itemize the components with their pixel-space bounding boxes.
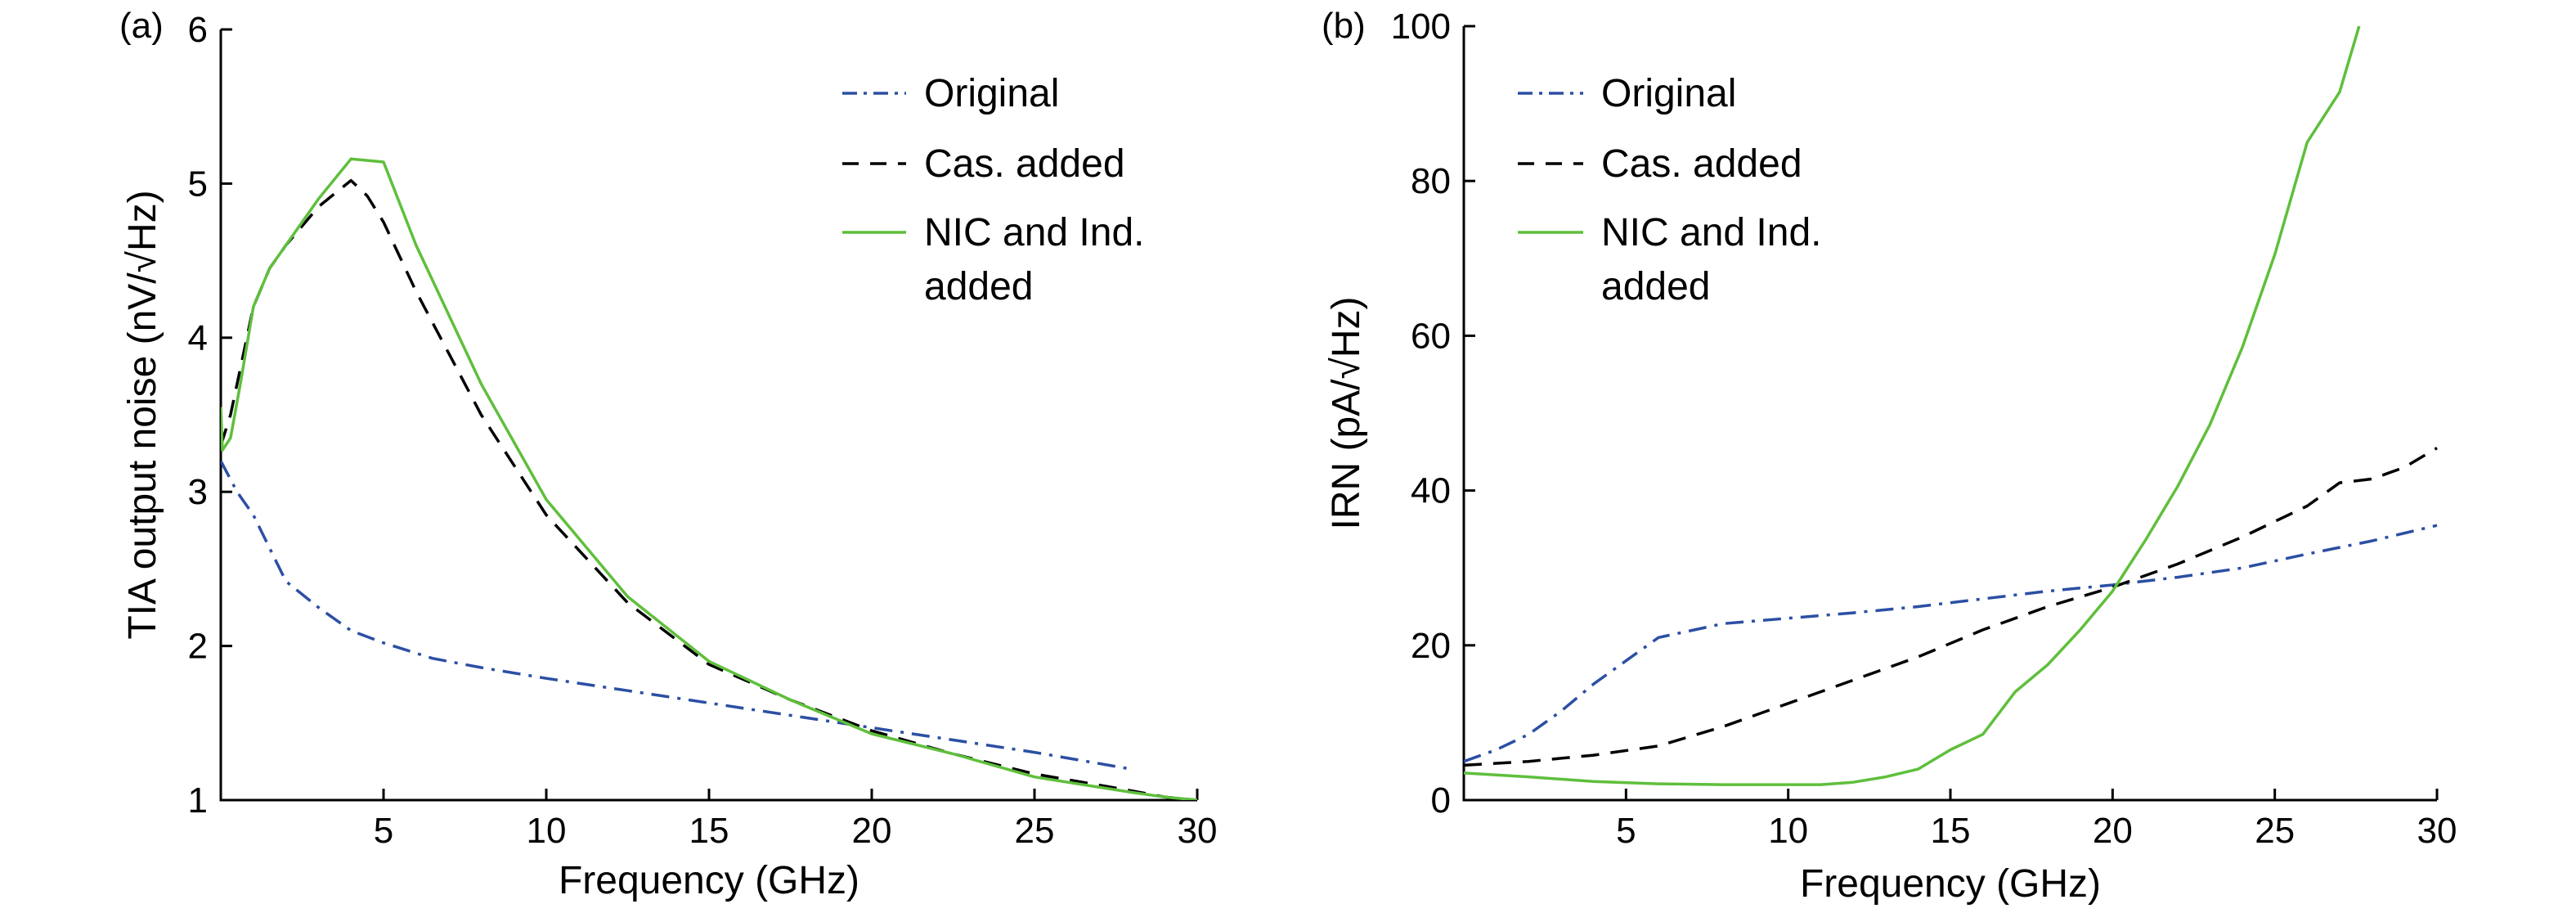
y-tick-label: 60: [1411, 316, 1451, 356]
y-tick-label: 100: [1391, 7, 1451, 47]
y-tick-label: 80: [1411, 161, 1451, 201]
x-tick-label: 20: [852, 811, 892, 851]
panel-b-chart: (b) 5 10 15 20 25 30 0 20 40 60 80 100 Frequency (G…: [1322, 6, 2457, 906]
series-line-nic-and-ind-added: [221, 157, 1198, 800]
panel-b-y-axis-label: IRN (pA/√Hz): [1325, 296, 1368, 529]
y-tick-label: 2: [188, 627, 208, 667]
y-tick-label: 4: [188, 318, 208, 358]
x-tick-label: 25: [1015, 811, 1055, 851]
x-tick-label: 10: [527, 811, 567, 851]
x-tick-label: 25: [2255, 811, 2295, 851]
series-line-cas-added: [221, 178, 1198, 800]
x-tick-label: 15: [689, 811, 729, 851]
panel-b-tag: (b): [1322, 6, 1366, 46]
legend-label-nic-ind-added: NIC and Ind. added: [924, 211, 1144, 308]
series-line-cas-added: [1464, 447, 2438, 767]
series-line-original: [1464, 524, 2438, 763]
panel-b-ticks: 5 10 15 20 25 30 0 20 40 60 80 100: [1391, 7, 2457, 851]
legend-label-cas-added: Cas. added: [1601, 142, 1802, 186]
panel-a-chart: (a) 5 10 15 20 25 30 1 2 3 4 5 6 Frequency (GHz) TI…: [119, 6, 1217, 902]
legend-label-original: Original: [924, 72, 1059, 115]
panel-a-tag: (a): [119, 6, 164, 46]
x-tick-label: 5: [374, 811, 393, 851]
x-tick-label: 10: [1768, 811, 1808, 851]
series-line-nic-and-ind-added: [1464, 25, 2361, 786]
y-tick-label: 20: [1411, 626, 1451, 666]
y-tick-label: 0: [1431, 780, 1451, 821]
y-tick-label: 6: [188, 10, 208, 50]
legend-label-cas-added: Cas. added: [924, 142, 1125, 186]
x-tick-label: 30: [1178, 811, 1218, 851]
y-tick-label: 1: [188, 780, 208, 821]
series-line-original: [221, 460, 1133, 771]
legend-label-original: Original: [1601, 72, 1736, 115]
panel-a-ticks: 5 10 15 20 25 30 1 2 3 4 5 6: [188, 10, 1218, 851]
x-tick-label: 20: [2093, 811, 2133, 851]
panel-b-series: [1464, 25, 2438, 786]
x-tick-label: 5: [1616, 811, 1636, 851]
x-tick-label: 15: [1931, 811, 1971, 851]
panel-a-series: [221, 157, 1198, 800]
legend-label-nic-ind-added: NIC and Ind. added: [1601, 211, 1821, 308]
x-tick-label: 30: [2417, 811, 2457, 851]
panel-b-x-axis-label: Frequency (GHz): [1800, 862, 2101, 906]
panel-a-y-axis-label: TIA output noise (nV/√Hz): [121, 190, 164, 639]
panel-a-x-axis-label: Frequency (GHz): [559, 859, 859, 902]
y-tick-label: 5: [188, 164, 208, 204]
y-tick-label: 3: [188, 472, 208, 512]
panel-b-legend: Original Cas. added NIC and Ind. added: [1518, 72, 1821, 308]
y-tick-label: 40: [1411, 471, 1451, 511]
panel-a-legend: Original Cas. added NIC and Ind. added: [842, 72, 1144, 308]
